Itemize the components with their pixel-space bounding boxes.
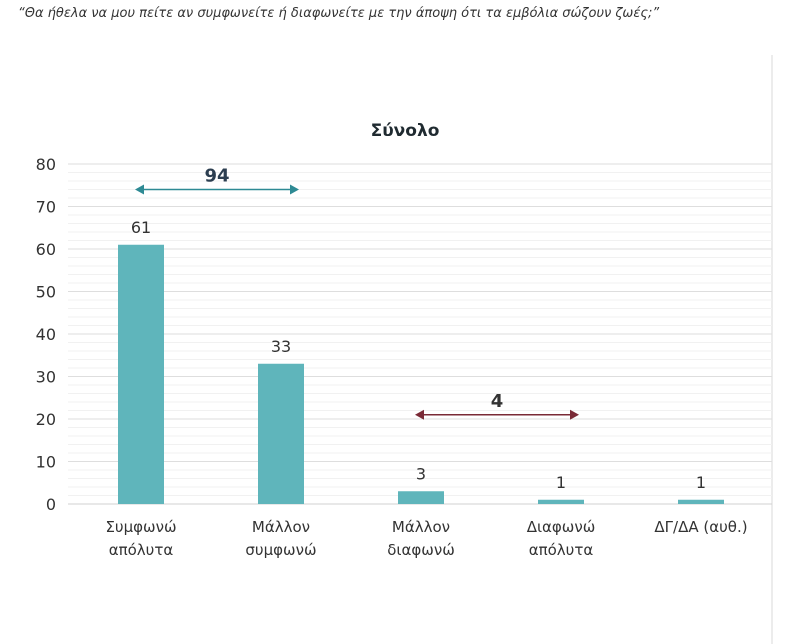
bar-value-label: 33 — [271, 337, 291, 356]
survey-question: “Θα ήθελα να μου πείτε αν συμφωνείτε ή δ… — [18, 6, 660, 21]
range-sum-label: 94 — [204, 166, 229, 187]
panel-divider — [771, 55, 773, 644]
x-tick-label: Συμφωνώ — [105, 518, 176, 536]
chart-title: Σύνολο — [371, 121, 440, 141]
y-tick-label: 40 — [36, 325, 56, 344]
bar — [398, 491, 444, 504]
x-tick-label: Μάλλον — [252, 518, 310, 536]
bar-value-label: 61 — [131, 218, 151, 237]
arrow-head-left — [415, 409, 424, 420]
bar — [258, 363, 304, 504]
arrow-head-right — [570, 409, 579, 420]
y-tick-label: 0 — [46, 495, 56, 514]
y-tick-label: 20 — [36, 410, 56, 429]
y-tick-label: 30 — [36, 368, 56, 387]
bar-value-label: 3 — [416, 464, 426, 483]
x-tick-label: απόλυτα — [109, 541, 174, 559]
x-tick-label: συμφωνώ — [245, 541, 316, 559]
range-sum-label: 4 — [491, 391, 504, 412]
y-tick-label: 50 — [36, 283, 56, 302]
bar — [118, 244, 164, 504]
bar — [538, 499, 584, 504]
x-tick-label: απόλυτα — [529, 541, 594, 559]
y-tick-label: 80 — [36, 155, 56, 174]
y-tick-label: 10 — [36, 453, 56, 472]
x-tick-label: Μάλλον — [392, 518, 450, 536]
bar — [678, 499, 724, 504]
x-tick-label: ΔΓ/ΔΑ (αυθ.) — [654, 518, 747, 536]
x-tick-label: διαφωνώ — [387, 541, 455, 559]
y-tick-label: 70 — [36, 198, 56, 217]
x-tick-label: Διαφωνώ — [527, 518, 596, 536]
arrow-head-left — [135, 184, 144, 195]
bar-value-label: 1 — [696, 473, 706, 492]
arrow-head-right — [290, 184, 299, 195]
y-tick-label: 60 — [36, 240, 56, 259]
bar-value-label: 1 — [556, 473, 566, 492]
